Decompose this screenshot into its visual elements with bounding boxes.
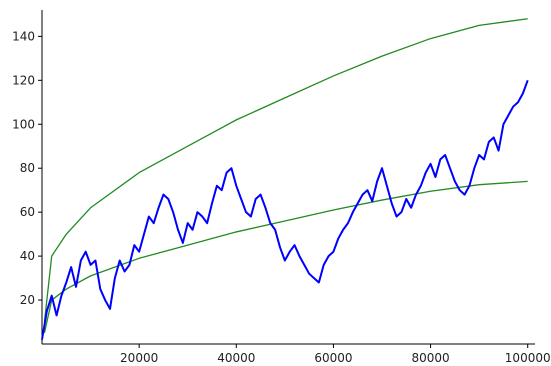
y-tick-label: 60 — [20, 205, 35, 219]
x-tick-label: 40000 — [217, 351, 255, 365]
x-tick-label: 80000 — [411, 351, 449, 365]
y-tick-label: 120 — [12, 73, 35, 87]
y-tick-label: 140 — [12, 29, 35, 43]
y-tick-label: 100 — [12, 117, 35, 131]
series-line — [43, 18, 528, 323]
y-tick-label: 80 — [20, 161, 35, 175]
series-line — [41, 79, 529, 340]
x-tick-label: 20000 — [120, 351, 158, 365]
y-tick-label: 20 — [20, 293, 35, 307]
y-tick-label: 40 — [20, 249, 35, 263]
x-tick-label: 60000 — [314, 351, 352, 365]
x-tick-label: 100000 — [505, 351, 551, 365]
series-line — [43, 180, 528, 334]
